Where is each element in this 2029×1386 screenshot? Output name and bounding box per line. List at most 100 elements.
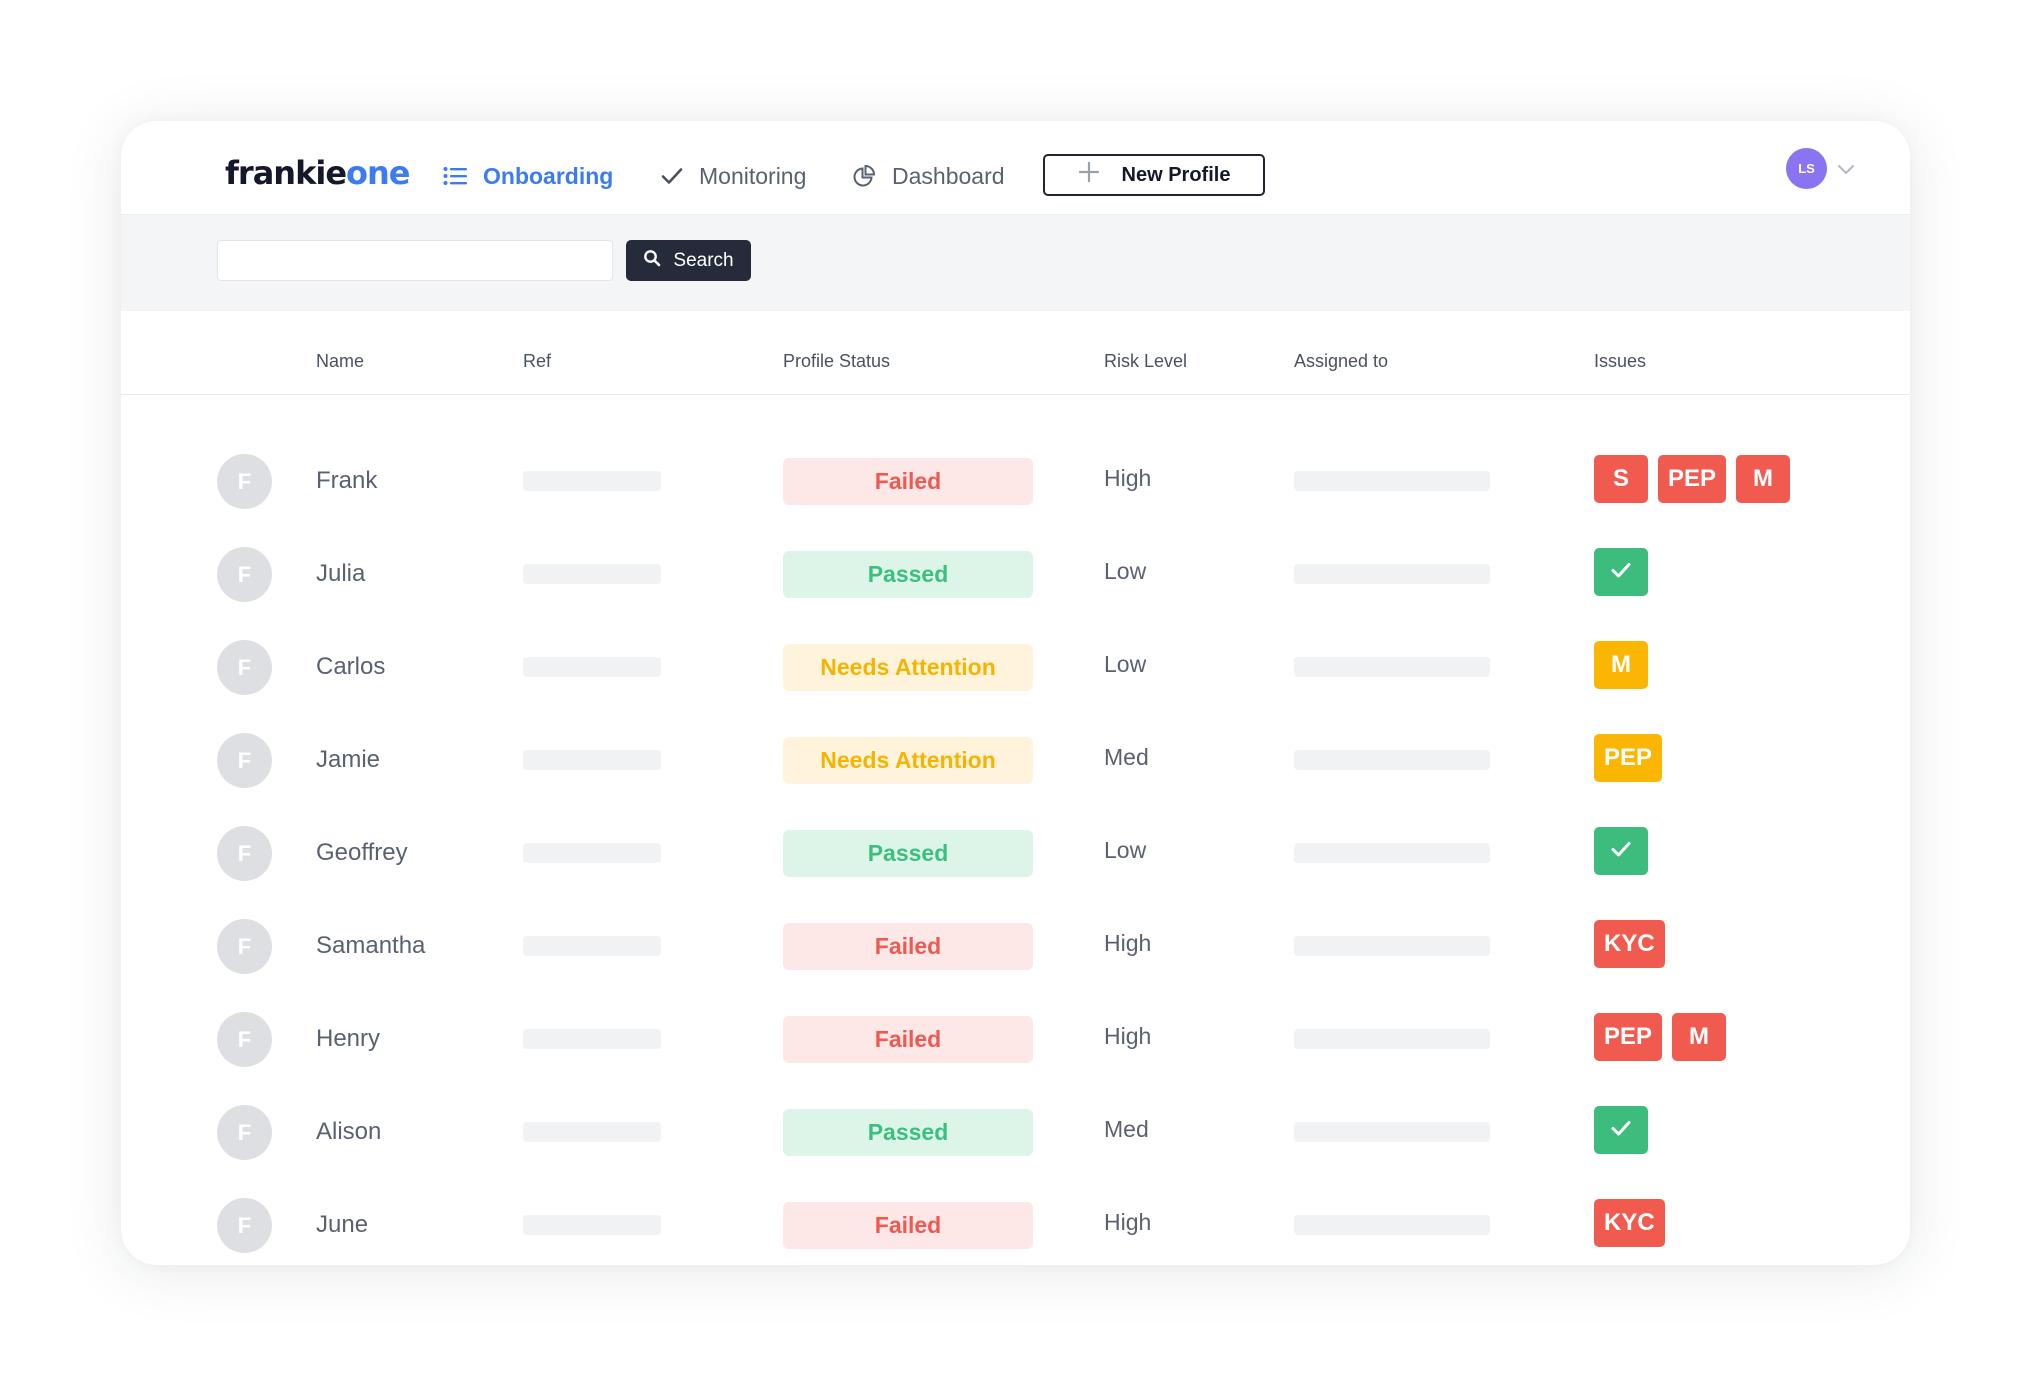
logo-text-one: one [346,154,410,192]
column-header-issues[interactable]: Issues [1594,351,1647,371]
issues-list: M [1594,641,1648,689]
app-window: frankieone Onboarding Mon [121,121,1910,1265]
search-input[interactable] [217,240,613,281]
nav-monitoring[interactable]: Monitoring [661,161,806,191]
search-button[interactable]: Search [626,240,751,281]
status-badge: Needs Attention [783,737,1033,784]
top-navbar: frankieone Onboarding Mon [121,121,1910,215]
nav-dashboard-label: Dashboard [892,162,1005,189]
new-profile-label: New Profile [1121,163,1231,186]
check-icon [1610,837,1632,865]
profile-name[interactable]: Frank [316,467,378,494]
profile-name[interactable]: Henry [316,1025,381,1052]
issues-list: KYC [1594,920,1665,968]
assigned-placeholder [1294,843,1490,863]
profile-name[interactable]: Julia [316,560,366,587]
issue-chip[interactable]: M [1594,641,1648,689]
profile-avatar: F [217,826,272,881]
assigned-placeholder [1294,936,1490,956]
profile-name[interactable]: June [316,1211,369,1238]
table-row[interactable]: F Frank Failed High S PEP M [121,435,1910,528]
issue-chip[interactable]: PEP [1594,1013,1663,1061]
nav-monitoring-label: Monitoring [699,162,807,189]
risk-level: High [1104,1023,1152,1049]
table-row[interactable]: F Geoffrey Passed Low [121,807,1910,900]
risk-level: Med [1104,1116,1149,1142]
table-row[interactable]: F Henry Failed High PEP M [121,993,1910,1086]
status-badge: Failed [783,923,1033,970]
assigned-placeholder [1294,750,1490,770]
issue-chip-cleared[interactable] [1594,1106,1648,1154]
profile-name[interactable]: Samantha [316,932,426,959]
table-row[interactable]: F June Failed High KYC [121,1179,1910,1265]
profile-name[interactable]: Geoffrey [316,839,408,866]
search-icon [643,249,661,273]
issues-list [1594,548,1648,596]
table-row[interactable]: F Julia Passed Low [121,528,1910,621]
ref-placeholder [523,750,661,770]
issue-chip[interactable]: S [1594,455,1648,503]
check-icon [1610,1116,1632,1144]
risk-level: High [1104,1209,1152,1235]
profile-name[interactable]: Alison [316,1118,382,1145]
column-header-status[interactable]: Profile Status [783,351,891,371]
column-header-ref[interactable]: Ref [523,351,552,371]
table-row[interactable]: F Carlos Needs Attention Low M [121,621,1910,714]
status-badge: Failed [783,458,1033,505]
risk-level: High [1104,465,1152,491]
issues-list: KYC [1594,1199,1665,1247]
ref-placeholder [523,1215,661,1235]
issue-chip[interactable]: KYC [1594,920,1665,968]
profile-avatar: F [217,640,272,695]
ref-placeholder [523,936,661,956]
table-row[interactable]: F Jamie Needs Attention Med PEP [121,714,1910,807]
new-profile-button[interactable]: New Profile [1043,154,1265,196]
status-badge: Failed [783,1202,1033,1249]
frankieone-logo[interactable]: frankieone [225,154,411,192]
logo-text-frankie: frankie [225,154,347,192]
issue-chip-cleared[interactable] [1594,827,1648,875]
profile-avatar: F [217,919,272,974]
issues-list: PEP [1594,734,1663,782]
status-badge: Failed [783,1016,1033,1063]
issue-chip[interactable]: M [1736,455,1791,503]
profile-avatar: F [217,1105,272,1160]
profile-avatar: F [217,1012,272,1067]
user-avatar[interactable]: LS [1786,148,1827,189]
status-badge: Passed [783,830,1033,877]
check-icon [1610,558,1632,586]
column-header-risk[interactable]: Risk Level [1104,351,1188,371]
table-row[interactable]: F Samantha Failed High KYC [121,900,1910,993]
issues-list: S PEP M [1594,455,1791,503]
profile-name[interactable]: Jamie [316,746,381,773]
profile-name[interactable]: Carlos [316,653,386,680]
profile-avatar: F [217,547,272,602]
issue-chip[interactable]: M [1672,1013,1727,1061]
risk-level: Med [1104,744,1149,770]
search-bar: Search [121,215,1910,311]
issues-list [1594,1106,1648,1154]
search-button-label: Search [673,249,734,271]
issue-chip-cleared[interactable] [1594,548,1648,596]
issues-list: PEP M [1594,1013,1727,1061]
status-badge: Passed [783,551,1033,598]
table-header: Name Ref Profile Status Risk Level Assig… [121,311,1910,395]
ref-placeholder [523,471,661,491]
issue-chip[interactable]: PEP [1594,734,1663,782]
column-header-assigned[interactable]: Assigned to [1294,351,1389,371]
nav-dashboard[interactable]: Dashboard [852,161,1005,191]
status-badge: Passed [783,1109,1033,1156]
table-row[interactable]: F Alison Passed Med [121,1086,1910,1179]
profile-avatar: F [217,1198,272,1253]
nav-onboarding-label: Onboarding [483,162,614,189]
profile-avatar: F [217,454,272,509]
issue-chip[interactable]: PEP [1658,455,1727,503]
risk-level: Low [1104,558,1147,584]
list-icon [443,166,467,186]
ref-placeholder [523,564,661,584]
column-header-name[interactable]: Name [316,351,365,371]
issue-chip[interactable]: KYC [1594,1199,1665,1247]
chevron-down-icon[interactable] [1837,163,1855,181]
nav-onboarding[interactable]: Onboarding [443,161,613,191]
risk-level: Low [1104,651,1147,677]
